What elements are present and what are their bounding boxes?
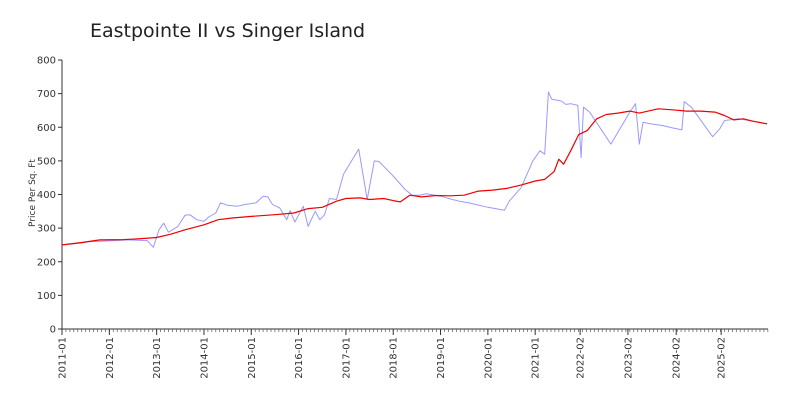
x-axis-ticks: 2011-01 2012-01 2013-01 2014-01 2015-01 2016-… xyxy=(58,329,769,379)
y-tick-label: 0 xyxy=(50,325,56,336)
y-tick-label: 700 xyxy=(37,89,56,100)
axes xyxy=(61,60,768,330)
y-axis-label: Price Per Sq. Ft xyxy=(28,159,38,227)
y-tick-label: 500 xyxy=(37,156,56,167)
x-tick-label: 2022-02 xyxy=(576,337,587,379)
y-axis-ticks: 0 100 200 300 400 500 600 700 800 xyxy=(37,56,62,336)
x-tick-label: 2020-01 xyxy=(483,337,494,379)
y-tick-label: 200 xyxy=(37,257,56,268)
x-tick-label: 2019-01 xyxy=(436,337,447,379)
y-tick-label: 600 xyxy=(37,123,56,134)
y-tick-label: 400 xyxy=(37,190,56,201)
x-tick-label: 2015-01 xyxy=(247,337,258,379)
series-lines xyxy=(61,91,768,248)
x-tick-label: 2023-02 xyxy=(623,337,634,379)
x-tick-label: 2011-01 xyxy=(58,337,69,379)
y-tick-label: 300 xyxy=(37,224,56,235)
x-tick-label: 2012-01 xyxy=(105,337,116,379)
y-tick-label: 800 xyxy=(37,56,56,67)
chart-title: Eastpointe II vs Singer Island xyxy=(90,20,365,42)
x-tick-label: 2018-01 xyxy=(389,337,400,379)
x-tick-label: 2017-01 xyxy=(341,337,352,379)
x-tick-label: 2016-01 xyxy=(294,337,305,379)
x-tick-label: 2013-01 xyxy=(152,337,163,379)
x-tick-label: 2024-02 xyxy=(672,337,683,379)
series-line-1 xyxy=(61,91,765,248)
series-line-2 xyxy=(61,108,768,246)
x-tick-label: 2021-01 xyxy=(531,337,542,379)
x-tick-label: 2014-01 xyxy=(199,337,210,379)
y-tick-label: 100 xyxy=(37,291,56,302)
x-tick-label: 2025-02 xyxy=(717,337,728,379)
